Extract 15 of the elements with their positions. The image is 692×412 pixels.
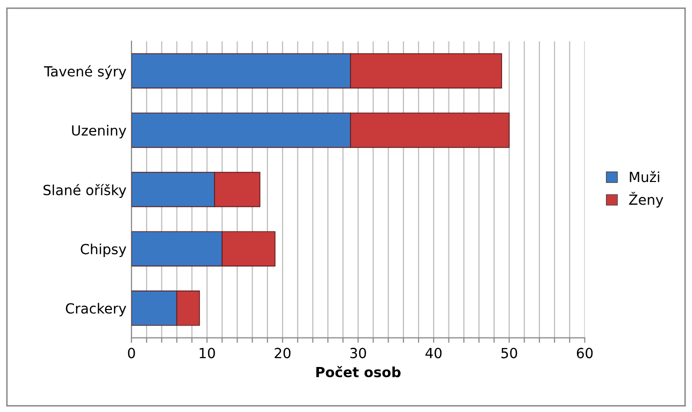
x-tick-label: 0 <box>128 348 135 358</box>
x-tick-label: 10 <box>200 348 215 358</box>
y-tick-label: Tavené sýry <box>44 65 126 80</box>
y-tick-label: Slané oříšky <box>44 184 126 198</box>
y-tick-label: Crackery <box>66 302 126 316</box>
legend-label: Ženy <box>629 192 664 208</box>
x-tick-label: 50 <box>501 348 518 358</box>
y-tick-label: Chipsy <box>80 244 126 258</box>
x-tick-label: 20 <box>274 348 290 358</box>
y-tick-label: Uzeniny <box>72 124 126 138</box>
x-axis-title: Počet osob <box>316 366 401 378</box>
legend-label: Muži <box>630 170 660 182</box>
x-tick-label: 30 <box>350 348 366 358</box>
x-tick-label: 40 <box>425 348 442 358</box>
x-tick-label: 60 <box>576 348 593 358</box>
